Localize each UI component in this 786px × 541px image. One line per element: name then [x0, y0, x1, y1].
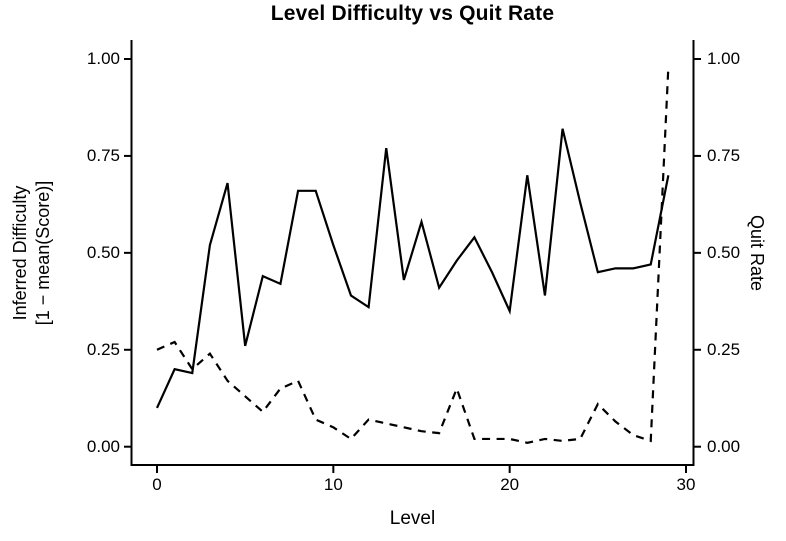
y-left-tick-label: 1.00	[86, 49, 120, 68]
x-tick-label: 20	[500, 475, 520, 494]
chart-title: Level Difficulty vs Quit Rate	[270, 2, 555, 25]
y-right-tick-label: 0.75	[707, 145, 741, 165]
y-left-tick-label: 0.50	[86, 242, 120, 262]
y-left-tick-label: 0.75	[86, 145, 120, 165]
y-left-tick-label: 0.25	[86, 339, 120, 359]
y-right-tick-label: 1.00	[707, 49, 741, 68]
y-right-tick-label: 0.00	[707, 436, 741, 456]
y-left-tick-label: 0.00	[86, 436, 120, 456]
quit-rate-line	[156, 66, 670, 444]
difficulty-line	[155, 128, 670, 409]
x-tick-label: 10	[323, 475, 343, 494]
y-right-tick-label: 0.25	[707, 339, 741, 359]
y-right-tick-label: 0.50	[707, 242, 741, 262]
x-axis-title: Level	[389, 508, 436, 529]
x-tick-label: 30	[676, 475, 696, 494]
x-tick-label: 0	[152, 475, 162, 494]
